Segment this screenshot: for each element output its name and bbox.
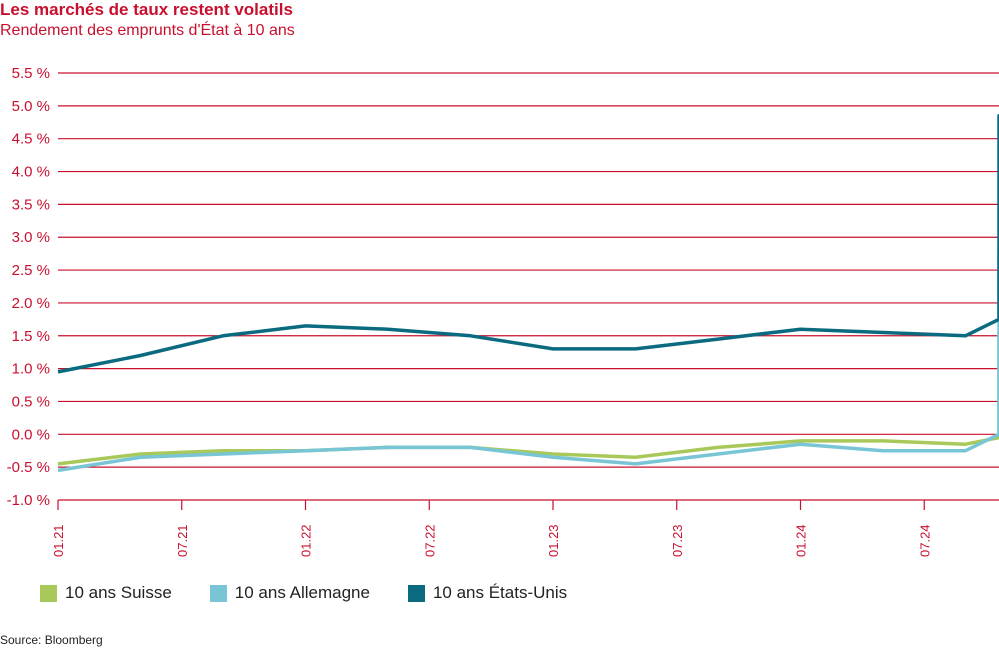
legend-label-suisse: 10 ans Suisse xyxy=(65,583,172,602)
y-tick-label: 1.5 % xyxy=(12,328,50,345)
y-tick-label: 5.0 % xyxy=(12,98,50,115)
x-axis-ticks: 01.21 07.21 01.22 07.22 01.23 07.23 01.24 07.24 xyxy=(51,500,932,557)
legend: 10 ans Suisse 10 ans Allemagne 10 ans Ét… xyxy=(40,583,605,603)
y-axis-ticks: 5.5 % 5.0 % 4.5 % 4.0 % 3.5 % 3.0 % 2.5 % 2.0 %… xyxy=(7,65,50,509)
y-tick-label: 2.5 % xyxy=(12,262,50,279)
y-tick-label: 4.5 % xyxy=(12,131,50,148)
y-tick-label: -1.0 % xyxy=(7,492,50,509)
series-lines xyxy=(57,113,999,473)
y-tick-label: 3.0 % xyxy=(12,229,50,246)
source-note: Source: Bloomberg xyxy=(0,633,103,647)
y-tick-label: 5.5 % xyxy=(12,65,50,82)
chart-subtitle: Rendement des emprunts d'État à 10 ans xyxy=(0,22,295,39)
x-tick-label: 07.21 xyxy=(175,524,190,557)
chart-title: Les marchés de taux restent volatils xyxy=(0,0,293,19)
legend-item-usa: 10 ans États-Unis xyxy=(407,583,568,603)
y-tick-label: 0.5 % xyxy=(12,393,50,410)
y-tick-label: 4.0 % xyxy=(12,164,50,181)
x-tick-label: 07.22 xyxy=(422,524,437,557)
legend-item-allemagne: 10 ans Allemagne xyxy=(209,583,370,603)
series-line-usa xyxy=(57,113,999,374)
x-tick-label: 07.23 xyxy=(670,524,685,557)
x-tick-label: 01.21 xyxy=(51,524,66,557)
y-tick-label: 3.5 % xyxy=(12,196,50,213)
legend-label-allemagne: 10 ans Allemagne xyxy=(234,583,370,602)
legend-label-usa: 10 ans États-Unis xyxy=(432,583,568,602)
grid-lines xyxy=(58,72,999,501)
y-tick-label: -0.5 % xyxy=(7,459,50,476)
y-tick-label: 0.0 % xyxy=(12,426,50,443)
legend-swatch-suisse xyxy=(40,584,57,602)
series-line-allemagne xyxy=(57,248,999,473)
x-tick-label: 07.24 xyxy=(917,524,932,557)
legend-swatch-allemagne xyxy=(209,584,227,602)
series-line-suisse xyxy=(57,330,999,466)
x-tick-label: 01.22 xyxy=(299,524,314,557)
legend-item-suisse: 10 ans Suisse xyxy=(40,583,172,603)
y-tick-label: 2.0 % xyxy=(12,295,50,312)
legend-swatch-usa xyxy=(407,584,425,602)
y-tick-label: 1.0 % xyxy=(12,361,50,378)
x-tick-label: 01.24 xyxy=(794,524,809,557)
x-tick-label: 01.23 xyxy=(546,524,561,557)
line-chart: 5.5 % 5.0 % 4.5 % 4.0 % 3.5 % 3.0 % 2.5 % 2.0 %… xyxy=(7,65,999,557)
